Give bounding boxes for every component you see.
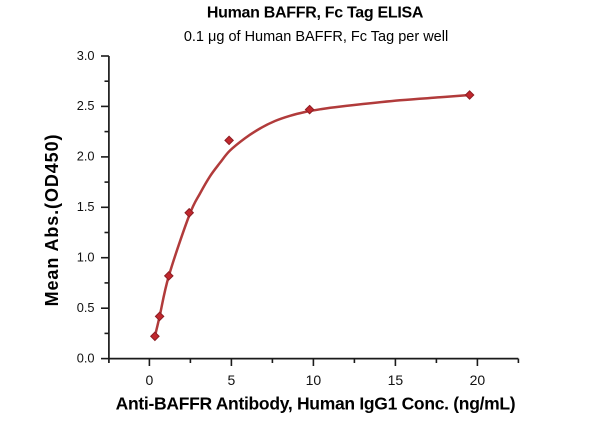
svg-text:1.0: 1.0 — [77, 250, 95, 265]
svg-text:Human BAFFR, Fc Tag ELISA: Human BAFFR, Fc Tag ELISA — [207, 5, 424, 22]
svg-text:10: 10 — [306, 372, 322, 388]
svg-text:0.1 μg of Human BAFFR, Fc Tag: 0.1 μg of Human BAFFR, Fc Tag per well — [184, 29, 448, 45]
svg-text:2.0: 2.0 — [77, 149, 95, 164]
svg-text:15: 15 — [388, 372, 404, 388]
svg-text:5: 5 — [228, 372, 236, 388]
svg-text:20: 20 — [470, 372, 486, 388]
svg-text:0.5: 0.5 — [77, 300, 95, 315]
svg-text:Anti-BAFFR Antibody, Human IgG: Anti-BAFFR Antibody, Human IgG1 Conc. (n… — [116, 393, 516, 413]
svg-text:0: 0 — [146, 372, 154, 388]
svg-text:Mean Abs.(OD450): Mean Abs.(OD450) — [42, 134, 62, 307]
svg-text:3.0: 3.0 — [77, 48, 95, 63]
svg-text:2.5: 2.5 — [77, 98, 95, 113]
svg-text:0.0: 0.0 — [77, 350, 95, 365]
svg-text:1.5: 1.5 — [77, 199, 95, 214]
